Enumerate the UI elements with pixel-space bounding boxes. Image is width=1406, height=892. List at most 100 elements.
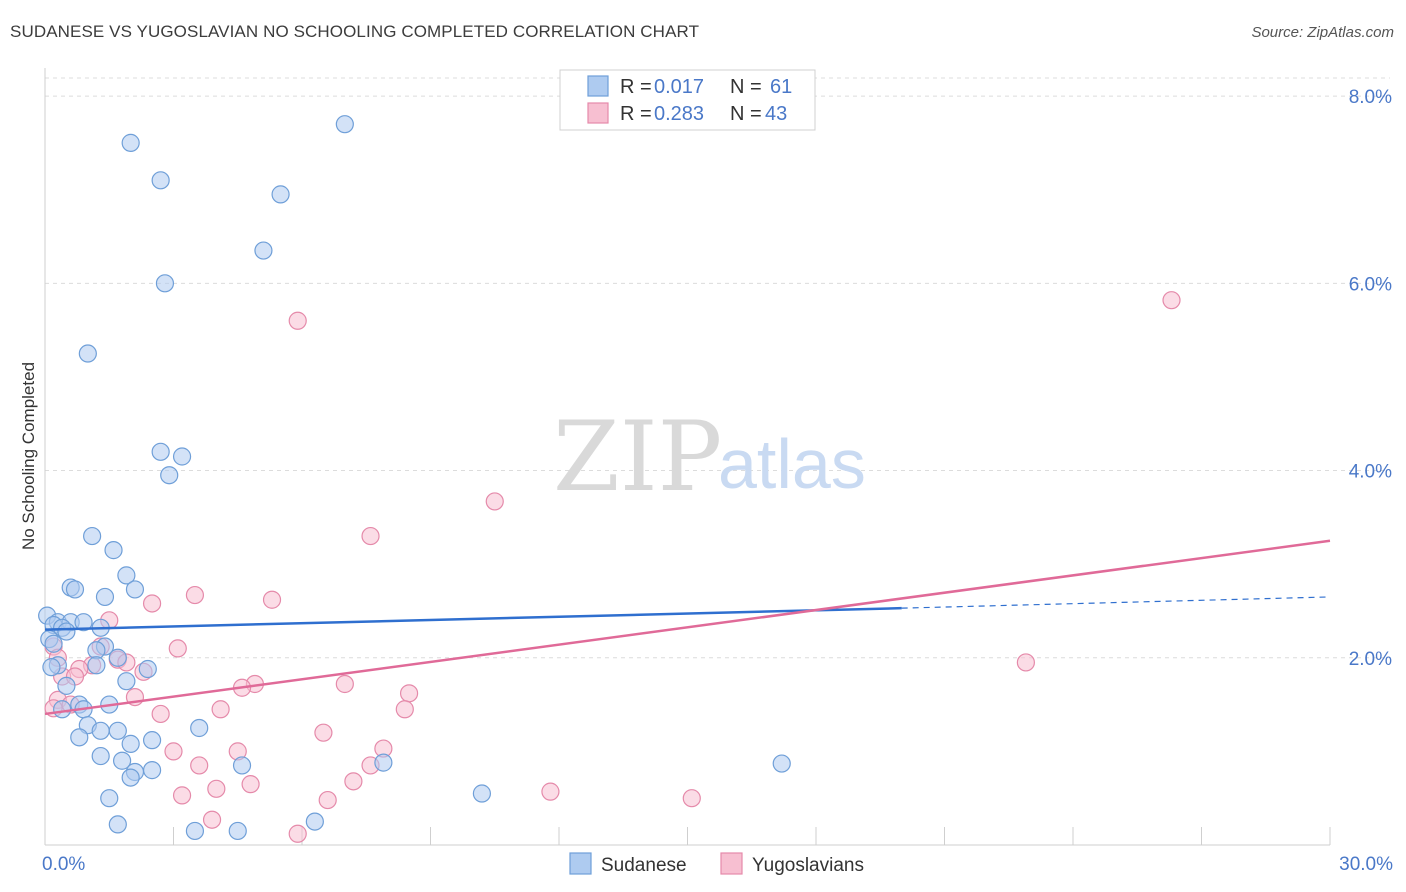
sudanese-point-60 (228, 821, 247, 841)
sudanese-point-4 (254, 241, 273, 260)
watermark-zip: ZIP (553, 401, 722, 513)
y-tick-label-2: 6.0% (1349, 274, 1392, 295)
sudanese-point-0 (335, 115, 354, 134)
yugoslavian-point-21 (335, 674, 354, 694)
sudanese-point-7 (151, 442, 170, 461)
yugoslavian-point-9 (168, 639, 187, 658)
yugoslavian-point-41 (172, 786, 192, 805)
sudanese-point-3 (271, 185, 290, 204)
sudanese-point-56 (100, 789, 119, 808)
sudanese-n-label: N = (730, 76, 762, 98)
sudanese-r-label: R = (620, 76, 652, 98)
yugoslavian-n-label: N = (730, 103, 762, 125)
yugoslavian-point-38 (241, 775, 260, 794)
yugoslavian-point-43 (682, 789, 701, 808)
sudanese-point-42 (91, 721, 110, 740)
x-tick-labels: 0.0% 30.0% (42, 854, 1393, 875)
sudanese-trend-extension (901, 596, 1331, 609)
yugoslavian-legend-swatch (587, 102, 609, 124)
chart-title: SUDANESE VS YUGOSLAVIAN NO SCHOOLING COM… (10, 22, 700, 41)
sudanese-point-46 (121, 734, 140, 753)
sudanese-point-50 (374, 753, 393, 772)
y-tick-labels: 2.0% 4.0% 6.0% 8.0% (1349, 87, 1392, 670)
trend-lines (44, 539, 1331, 716)
sudanese-point-35 (57, 676, 76, 695)
sudanese-point-2 (151, 171, 170, 190)
sudanese-point-58 (305, 812, 324, 831)
sudanese-point-47 (91, 746, 110, 766)
sudanese-point-14 (65, 580, 85, 599)
sudanese-point-8 (172, 447, 192, 466)
sudanese-point-43 (108, 721, 127, 740)
sudanese-point-54 (121, 768, 140, 787)
sudanese-series-swatch (569, 852, 592, 875)
y-axis-label: No Schooling Completed (19, 362, 38, 550)
yugoslavian-point-2 (485, 492, 504, 511)
yugoslavian-n-value: 43 (765, 103, 787, 125)
sudanese-point-53 (142, 761, 162, 780)
watermark: ZIP atlas (553, 401, 866, 513)
sudanese-point-16 (95, 587, 115, 607)
sudanese-point-44 (70, 728, 89, 747)
yugoslavian-point-37 (344, 772, 363, 791)
x-tick-label-0: 0.0% (42, 854, 85, 875)
watermark-atlas: atlas (718, 425, 866, 503)
sudanese-point-26 (44, 634, 63, 653)
sudanese-point-1 (121, 133, 140, 152)
yugoslavian-point-30 (151, 704, 170, 724)
yugoslavian-point-29 (211, 700, 230, 719)
y-tick-label-1: 4.0% (1349, 462, 1392, 483)
yugoslavian-point-0 (1162, 291, 1181, 310)
yugoslavian-point-23 (399, 684, 419, 703)
sudanese-point-59 (185, 821, 205, 841)
yugoslavian-point-31 (314, 723, 333, 742)
sudanese-point-48 (112, 751, 132, 770)
stats-legend: R = 0.017 N = 61 R = 0.283 N = 43 (559, 69, 816, 131)
sudanese-points (38, 115, 791, 841)
sudanese-point-11 (104, 541, 123, 560)
sudanese-point-5 (155, 274, 175, 293)
yugoslavian-points (44, 291, 1181, 843)
sudanese-point-33 (42, 658, 61, 677)
sudanese-point-6 (78, 344, 97, 363)
yugoslavian-series-swatch (720, 852, 743, 875)
x-tick-label-1: 30.0% (1339, 854, 1393, 875)
sudanese-point-57 (108, 815, 127, 834)
sudanese-point-41 (190, 718, 209, 738)
source-credit: Source: ZipAtlas.com (1251, 24, 1394, 41)
sudanese-point-45 (142, 731, 162, 750)
yugoslavian-point-6 (142, 594, 162, 613)
sudanese-point-20 (74, 613, 93, 632)
yugoslavian-point-4 (185, 585, 205, 605)
yugoslavian-point-44 (202, 810, 222, 829)
sudanese-point-51 (772, 754, 791, 773)
sudanese-legend-swatch (587, 75, 609, 97)
gridlines (45, 77, 1390, 659)
yugoslavian-series-label: Yugoslavians (752, 855, 864, 876)
yugoslavian-r-value: 0.283 (654, 103, 704, 125)
sudanese-point-10 (83, 526, 102, 546)
series-legend: Sudanese Yugoslavians (569, 852, 864, 876)
sudanese-point-55 (472, 784, 491, 803)
y-tick-label-0: 2.0% (1349, 649, 1392, 670)
yugoslavian-point-35 (190, 756, 209, 775)
yugoslavian-point-5 (262, 590, 282, 609)
sudanese-point-15 (125, 580, 145, 599)
sudanese-point-49 (232, 756, 252, 775)
yugoslavian-point-3 (361, 526, 380, 546)
sudanese-point-9 (160, 466, 179, 485)
sudanese-point-31 (87, 656, 106, 675)
sudanese-series-label: Sudanese (601, 855, 687, 876)
sudanese-trend-line (44, 606, 902, 631)
yugoslavian-point-42 (318, 790, 337, 810)
sudanese-point-24 (57, 622, 76, 641)
yugoslavian-point-19 (1016, 653, 1035, 672)
yugoslavian-point-39 (207, 779, 226, 798)
yugoslavian-point-45 (288, 824, 307, 843)
yugoslavian-point-40 (541, 782, 560, 801)
sudanese-r-value: 0.017 (654, 76, 704, 98)
sudanese-point-38 (53, 700, 72, 719)
yugoslavian-r-label: R = (620, 103, 652, 125)
yugoslavian-point-33 (164, 742, 183, 761)
